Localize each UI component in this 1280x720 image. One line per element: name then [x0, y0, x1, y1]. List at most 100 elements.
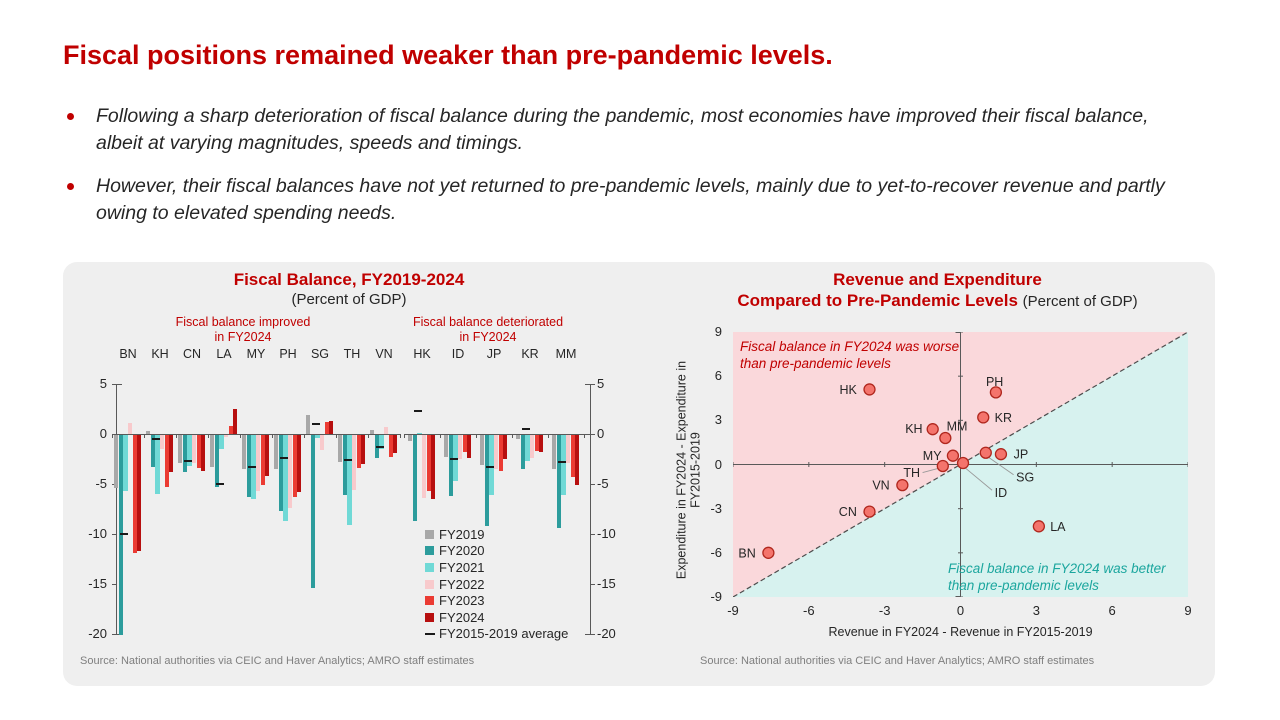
bar-PH-FY2022	[288, 435, 293, 508]
bar-JP-FY2020	[484, 435, 489, 526]
slide-title: Fiscal positions remained weaker than pr…	[63, 40, 833, 70]
y-axis-cap	[585, 384, 591, 385]
y-tick-label: 0	[99, 426, 107, 441]
y-tick-label: -10	[597, 526, 616, 541]
category-tick	[144, 434, 145, 438]
bar-TH-FY2021	[347, 435, 352, 525]
y-tick-label: -5	[95, 476, 107, 491]
y-axis-tick	[591, 484, 595, 485]
y-tick-label: -15	[597, 576, 616, 591]
category-label-LA: LA	[216, 347, 232, 361]
scatter-point-KR	[977, 411, 990, 424]
bar-chart-title: Fiscal Balance, FY2019-2024	[233, 270, 465, 289]
bar-SG-FY2023	[324, 422, 329, 434]
category-tick	[368, 434, 369, 438]
scatter-point-ID	[956, 456, 970, 470]
scatter-x-tick-label: 6	[1108, 603, 1116, 618]
bar-VN-FY2019	[370, 430, 375, 434]
scatter-point-KH	[926, 423, 939, 436]
avg-dash-SG	[312, 423, 320, 426]
y-axis-cap	[585, 634, 591, 635]
scatter-point-MM	[939, 431, 952, 445]
category-tick	[584, 434, 585, 438]
bar-TH-FY2024	[361, 435, 366, 464]
bar-ID-FY2024	[467, 435, 472, 458]
y-tick-label: -10	[88, 526, 107, 541]
avg-dash-LA	[216, 483, 224, 486]
caption-improved: Fiscal balance improved in FY2024	[138, 315, 348, 345]
bar-plot-area: 5 0 -5 -10 -15 -20 5 0 -5 -10 -15 -20 BN KH CN LA MY PH SG…	[63, 262, 635, 686]
avg-dash-HK	[414, 410, 422, 413]
legend-label-FY2020: FY2020	[439, 543, 485, 559]
bar-KR-FY2019	[516, 435, 521, 439]
legend-row-FY2015-2019 average: FY2015-2019 average	[425, 626, 568, 643]
scatter-point-HK	[863, 383, 876, 396]
category-label-JP: JP	[486, 347, 502, 361]
bar-BN-FY2019	[114, 435, 119, 488]
bullet-list: Following a sharp deterioration of fisca…	[65, 103, 1175, 243]
bar-MM-FY2023	[570, 435, 575, 477]
category-tick	[548, 434, 549, 438]
y-axis-tick	[112, 384, 116, 385]
leader-line-SG	[988, 456, 1014, 476]
y-axis-line	[590, 384, 591, 634]
scatter-chart-source: Source: National authorities via CEIC an…	[700, 655, 1095, 667]
annotation-better-line1: Fiscal balance in FY2024 was better	[948, 561, 1166, 576]
scatter-label-MM: MM	[947, 420, 968, 434]
bar-JP-FY2021	[489, 435, 494, 495]
bullet-icon	[67, 183, 74, 190]
bar-KR-FY2022	[530, 435, 535, 458]
legend-swatch-FY2020	[425, 546, 434, 556]
y-tick-label: -20	[597, 626, 616, 641]
bar-KH-FY2022	[160, 435, 165, 449]
caption-improved-line1: Fiscal balance improved	[175, 315, 311, 329]
legend-row-FY2021: FY2021	[425, 559, 568, 576]
bar-KR-FY2023	[534, 435, 539, 451]
bar-ID-FY2020	[448, 435, 453, 496]
category-tick	[512, 434, 513, 438]
scatter-chart-title-line2: Compared to Pre-Pandemic Levels (Percent…	[660, 291, 1215, 311]
avg-dash-MY	[248, 466, 256, 469]
annotation-better-line2: than pre-pandemic levels	[948, 578, 1099, 593]
legend-swatch-FY2023	[425, 596, 434, 606]
scatter-label-KR: KR	[995, 411, 1012, 425]
bar-MM-FY2024	[575, 435, 580, 485]
legend-label-FY2022: FY2022	[439, 576, 485, 592]
avg-dash-KR	[522, 428, 530, 431]
scatter-label-ID: ID	[995, 486, 1008, 500]
category-tick	[440, 434, 441, 438]
y-axis-tick	[112, 534, 116, 535]
scatter-x-tick-label: -9	[727, 603, 739, 618]
bar-SG-FY2022	[320, 435, 325, 450]
category-tick	[176, 434, 177, 438]
bar-JP-FY2024	[503, 435, 508, 459]
bar-SG-FY2021	[315, 435, 320, 438]
scatter-x-tick-label: 0	[956, 603, 965, 618]
bar-chart-subtitle: (Percent of GDP)	[291, 291, 407, 308]
category-tick	[272, 434, 273, 438]
annotation-worse-line2: than pre-pandemic levels	[740, 356, 891, 371]
scatter-x-tick-label: 3	[1032, 603, 1040, 618]
bar-TH-FY2022	[352, 435, 357, 490]
bar-TH-FY2020	[342, 435, 347, 495]
bar-CN-FY2021	[187, 435, 192, 466]
legend-label-FY2015-2019 average: FY2015-2019 average	[439, 626, 569, 642]
leader-line-ID	[965, 467, 993, 491]
bar-TH-FY2019	[338, 435, 343, 462]
legend-swatch-FY2022	[425, 579, 434, 589]
bar-PH-FY2019	[274, 435, 279, 469]
bar-LA-FY2019	[210, 435, 215, 467]
y-tick-label: 0	[597, 426, 605, 441]
bar-VN-FY2024	[393, 435, 398, 453]
caption-improved-line2: in FY2024	[214, 330, 272, 344]
legend-swatch-FY2015-2019 average	[425, 632, 435, 636]
scatter-x-tick-label: -3	[878, 603, 891, 618]
y-axis-line	[116, 384, 117, 634]
bar-CN-FY2020	[182, 435, 187, 472]
avg-dash-ID	[450, 458, 458, 461]
y-tick-label: -20	[88, 626, 107, 641]
bar-MM-FY2019	[552, 435, 557, 469]
charts-panel: Fiscal Balance, FY2019-2024 (Percent of …	[63, 262, 1215, 686]
